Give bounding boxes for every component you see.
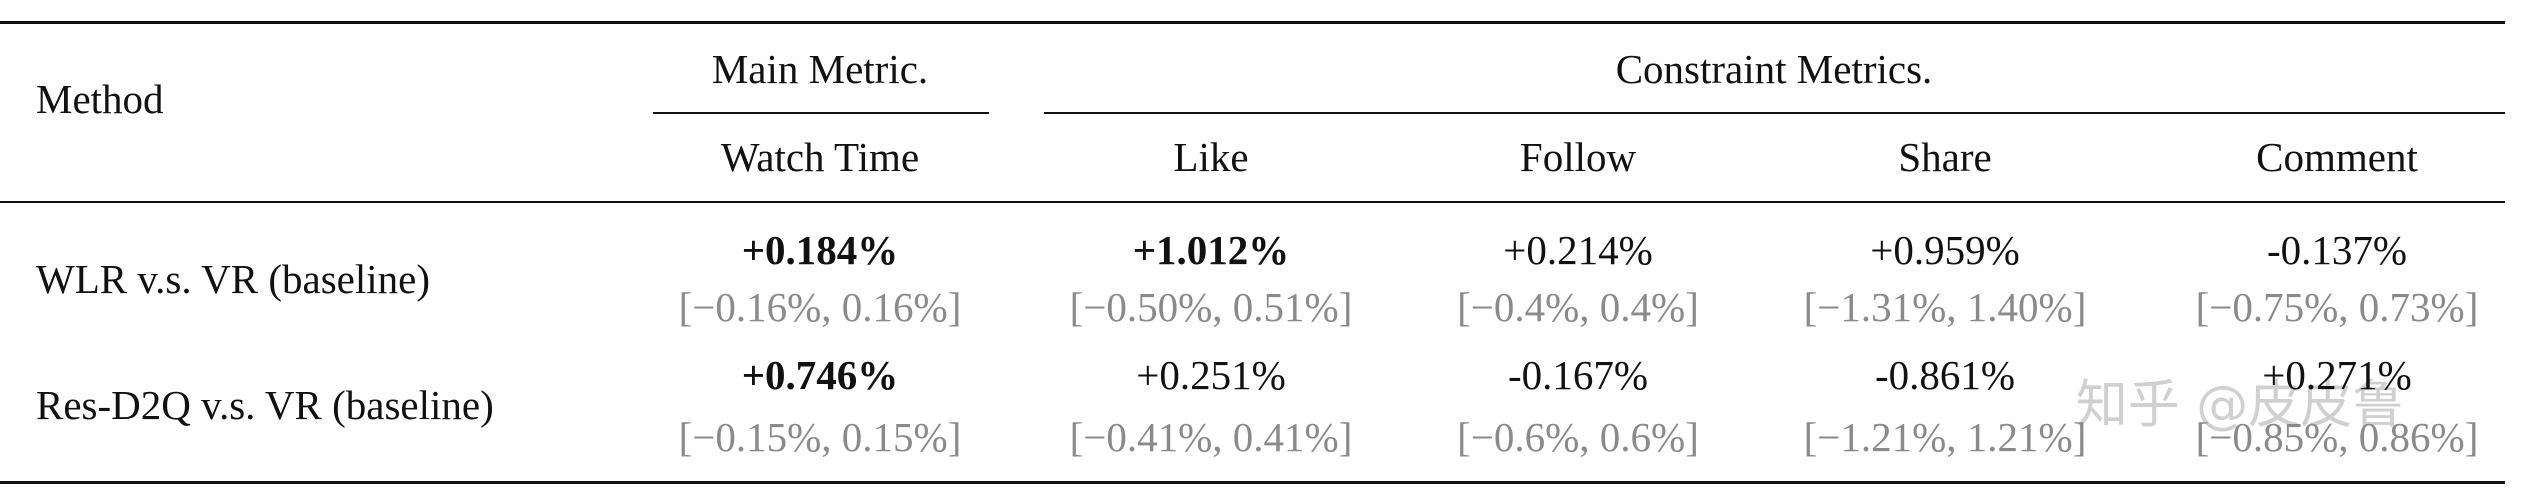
column-header: Comment	[2256, 134, 2418, 180]
metric-value: -0.167%	[1507, 352, 1649, 398]
metric-value: +0.251%	[1136, 352, 1286, 398]
column-header: Like	[1173, 134, 1249, 180]
confidence-interval: [−0.50%, 0.51%]	[1069, 284, 1353, 330]
mid-rule	[0, 201, 2505, 203]
constraint-group-rule	[1044, 112, 2505, 114]
metric-value: +0.271%	[2262, 352, 2412, 398]
main-group-rule	[653, 112, 989, 114]
metric-value: -0.861%	[1874, 352, 2016, 398]
confidence-interval: [−0.16%, 0.16%]	[678, 284, 962, 330]
group-header: Main Metric.	[711, 46, 929, 92]
confidence-interval: [−0.85%, 0.86%]	[2195, 414, 2479, 460]
metric-value: -0.137%	[2266, 227, 2408, 273]
watermark: 知乎 @皮皮鲁	[2075, 375, 2405, 436]
metric-value: +0.746%	[741, 352, 899, 398]
confidence-interval: [−1.31%, 1.40%]	[1803, 284, 2087, 330]
method-header: Method	[36, 76, 164, 122]
confidence-interval: [−0.75%, 0.73%]	[2195, 284, 2479, 330]
metric-value: +1.012%	[1132, 227, 1290, 273]
metric-value: +0.959%	[1870, 227, 2020, 273]
top-rule	[0, 21, 2505, 24]
metric-value: +0.184%	[741, 227, 899, 273]
method-name: Res-D2Q v.s. VR (baseline)	[36, 382, 494, 428]
method-name: WLR v.s. VR (baseline)	[36, 256, 430, 302]
confidence-interval: [−0.41%, 0.41%]	[1069, 414, 1353, 460]
bottom-rule	[0, 481, 2505, 484]
confidence-interval: [−1.21%, 1.21%]	[1803, 414, 2087, 460]
column-header: Follow	[1519, 134, 1637, 180]
group-header: Constraint Metrics.	[1615, 46, 1933, 92]
confidence-interval: [−0.15%, 0.15%]	[678, 414, 962, 460]
metric-value: +0.214%	[1503, 227, 1653, 273]
confidence-interval: [−0.6%, 0.6%]	[1457, 414, 1699, 460]
column-header: Share	[1898, 134, 1992, 180]
confidence-interval: [−0.4%, 0.4%]	[1457, 284, 1699, 330]
column-header: Watch Time	[720, 134, 920, 180]
